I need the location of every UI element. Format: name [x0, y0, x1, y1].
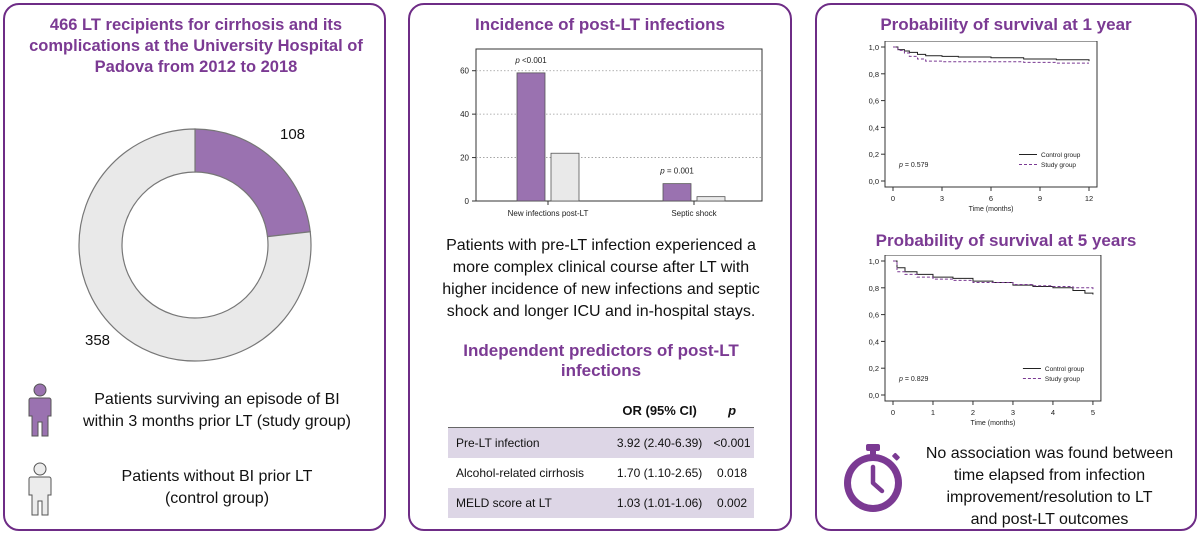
donut-label-control: 358	[85, 332, 110, 349]
survival-5y-chart: 0,0 0,2 0,4 0,6 0,8 1,0 0 1 2 3 4 5 Time (months) p =…	[869, 255, 1102, 427]
p-value: = 0.001	[665, 167, 695, 176]
y-tick-label: 0,4	[869, 123, 879, 132]
p-symbol: p	[898, 162, 903, 169]
survival-curve-study	[893, 46, 1089, 64]
p-symbol: p	[514, 56, 520, 65]
plot-frame	[475, 48, 763, 202]
cohort-title: 466 LT recipients for cirrhosis and its …	[29, 16, 363, 76]
x-tick-label: 6	[989, 194, 993, 203]
x-tick-label: 1	[931, 408, 935, 417]
p-value-label: p = 0.829	[898, 376, 929, 383]
legend-label: Study group	[1041, 162, 1076, 169]
y-tick-label: 0,0	[869, 177, 879, 186]
y-tick-label: 1,0	[869, 43, 879, 52]
x-tick-label: 2	[971, 408, 975, 417]
survival-curve-study	[893, 260, 1094, 290]
timing-note: No association was found between time el…	[925, 445, 1174, 528]
table-row: Alcohol-related cirrhosis 1.70 (1.10-2.6…	[456, 466, 748, 480]
survival-curve-control	[893, 260, 1094, 295]
x-tick-label: 5	[1091, 408, 1095, 417]
incidence-summary: Patients with pre-LT infection experienc…	[442, 237, 760, 320]
p-value: = 0.579	[903, 162, 929, 169]
p-value-label: p = 0.579	[898, 162, 929, 169]
legend-study: Patients surviving an episode of BI with…	[25, 381, 375, 441]
survival-1y-title: Probability of survival at 1 year	[880, 15, 1132, 34]
p-value-label: p = 0.001	[659, 167, 694, 176]
donut-label-study: 108	[280, 126, 305, 143]
x-tick-label: 4	[1051, 408, 1055, 417]
x-tick-label: 9	[1038, 194, 1042, 203]
x-tick-label: 3	[940, 194, 944, 203]
y-tick-label: 0,2	[869, 150, 879, 159]
survival-panel: Probability of survival at 1 year 0,0 0,2…	[815, 3, 1197, 531]
legend-control: Patients without BI prior LT (control gr…	[25, 460, 375, 520]
legend-label: Control group	[1041, 152, 1081, 159]
x-axis-label: Time (months)	[971, 420, 1016, 427]
x-tick-label: 0	[891, 194, 895, 203]
donut-slice-control	[78, 128, 312, 362]
category-label: New infections post-LT	[508, 209, 589, 218]
p-value: = 0.829	[903, 376, 929, 383]
table-row: Pre-LT infection 3.92 (2.40-6.39) <0.001	[448, 427, 754, 458]
predictors-title: Independent predictors of post-LT infect…	[463, 341, 739, 380]
incidence-bar-chart: 0 20 40 60 New infections post-LT p <0.001 Sep…	[460, 48, 763, 218]
table-row: MELD score at LT 1.03 (1.01-1.06) 0.002	[448, 488, 754, 518]
p-symbol: p	[898, 376, 903, 383]
y-tick-label: 0,8	[869, 70, 879, 79]
x-axis-label: Time (months)	[969, 206, 1014, 213]
category-label: Septic shock	[671, 209, 717, 218]
x-tick-label: 12	[1085, 194, 1093, 203]
cohort-panel: 466 LT recipients for cirrhosis and its …	[3, 3, 386, 531]
y-tick-label: 60	[460, 67, 469, 76]
x-tick-label: 3	[1011, 408, 1015, 417]
y-tick-label: 0,0	[869, 391, 879, 400]
y-tick-label: 0	[465, 197, 470, 206]
table-header-row: OR (95% CI) p	[448, 393, 754, 428]
legend-label: Control group	[1045, 366, 1085, 373]
survival-5y-title: Probability of survival at 5 years	[875, 231, 1137, 250]
p-value: <0.001	[520, 56, 547, 65]
p-value-label: p <0.001	[514, 56, 547, 65]
y-tick-label: 0,4	[869, 337, 879, 346]
donut-slice-study	[194, 128, 311, 238]
y-tick-label: 40	[460, 110, 469, 119]
infections-panel: Incidence of post-LT infections 0 20 40 60 N…	[408, 3, 792, 531]
y-tick-label: 0,8	[869, 284, 879, 293]
p-symbol: p	[659, 167, 665, 176]
stopwatch-icon	[844, 444, 902, 512]
x-tick-label: 0	[891, 408, 895, 417]
y-tick-label: 20	[460, 154, 469, 163]
y-tick-label: 0,6	[869, 311, 879, 320]
y-tick-label: 0,2	[869, 364, 879, 373]
incidence-title: Incidence of post-LT infections	[475, 15, 725, 34]
bar-control	[550, 152, 580, 202]
y-tick-label: 1,0	[869, 257, 879, 266]
bar-study	[516, 72, 546, 202]
predictors-table: OR (95% CI) p Pre-LT infection 3.92 (2.4…	[448, 393, 754, 518]
bar-study	[662, 183, 692, 202]
survival-1y-chart: 0,0 0,2 0,4 0,6 0,8 1,0 0 3 6 9 12 Time (months) p =…	[869, 41, 1098, 213]
plot-frame	[884, 255, 1102, 402]
bar-control	[696, 196, 726, 202]
person-icon	[28, 462, 52, 516]
legend-label: Study group	[1045, 376, 1080, 383]
y-tick-label: 0,6	[869, 97, 879, 106]
cohort-donut-chart: 108 358	[78, 126, 312, 362]
person-icon	[28, 383, 52, 437]
